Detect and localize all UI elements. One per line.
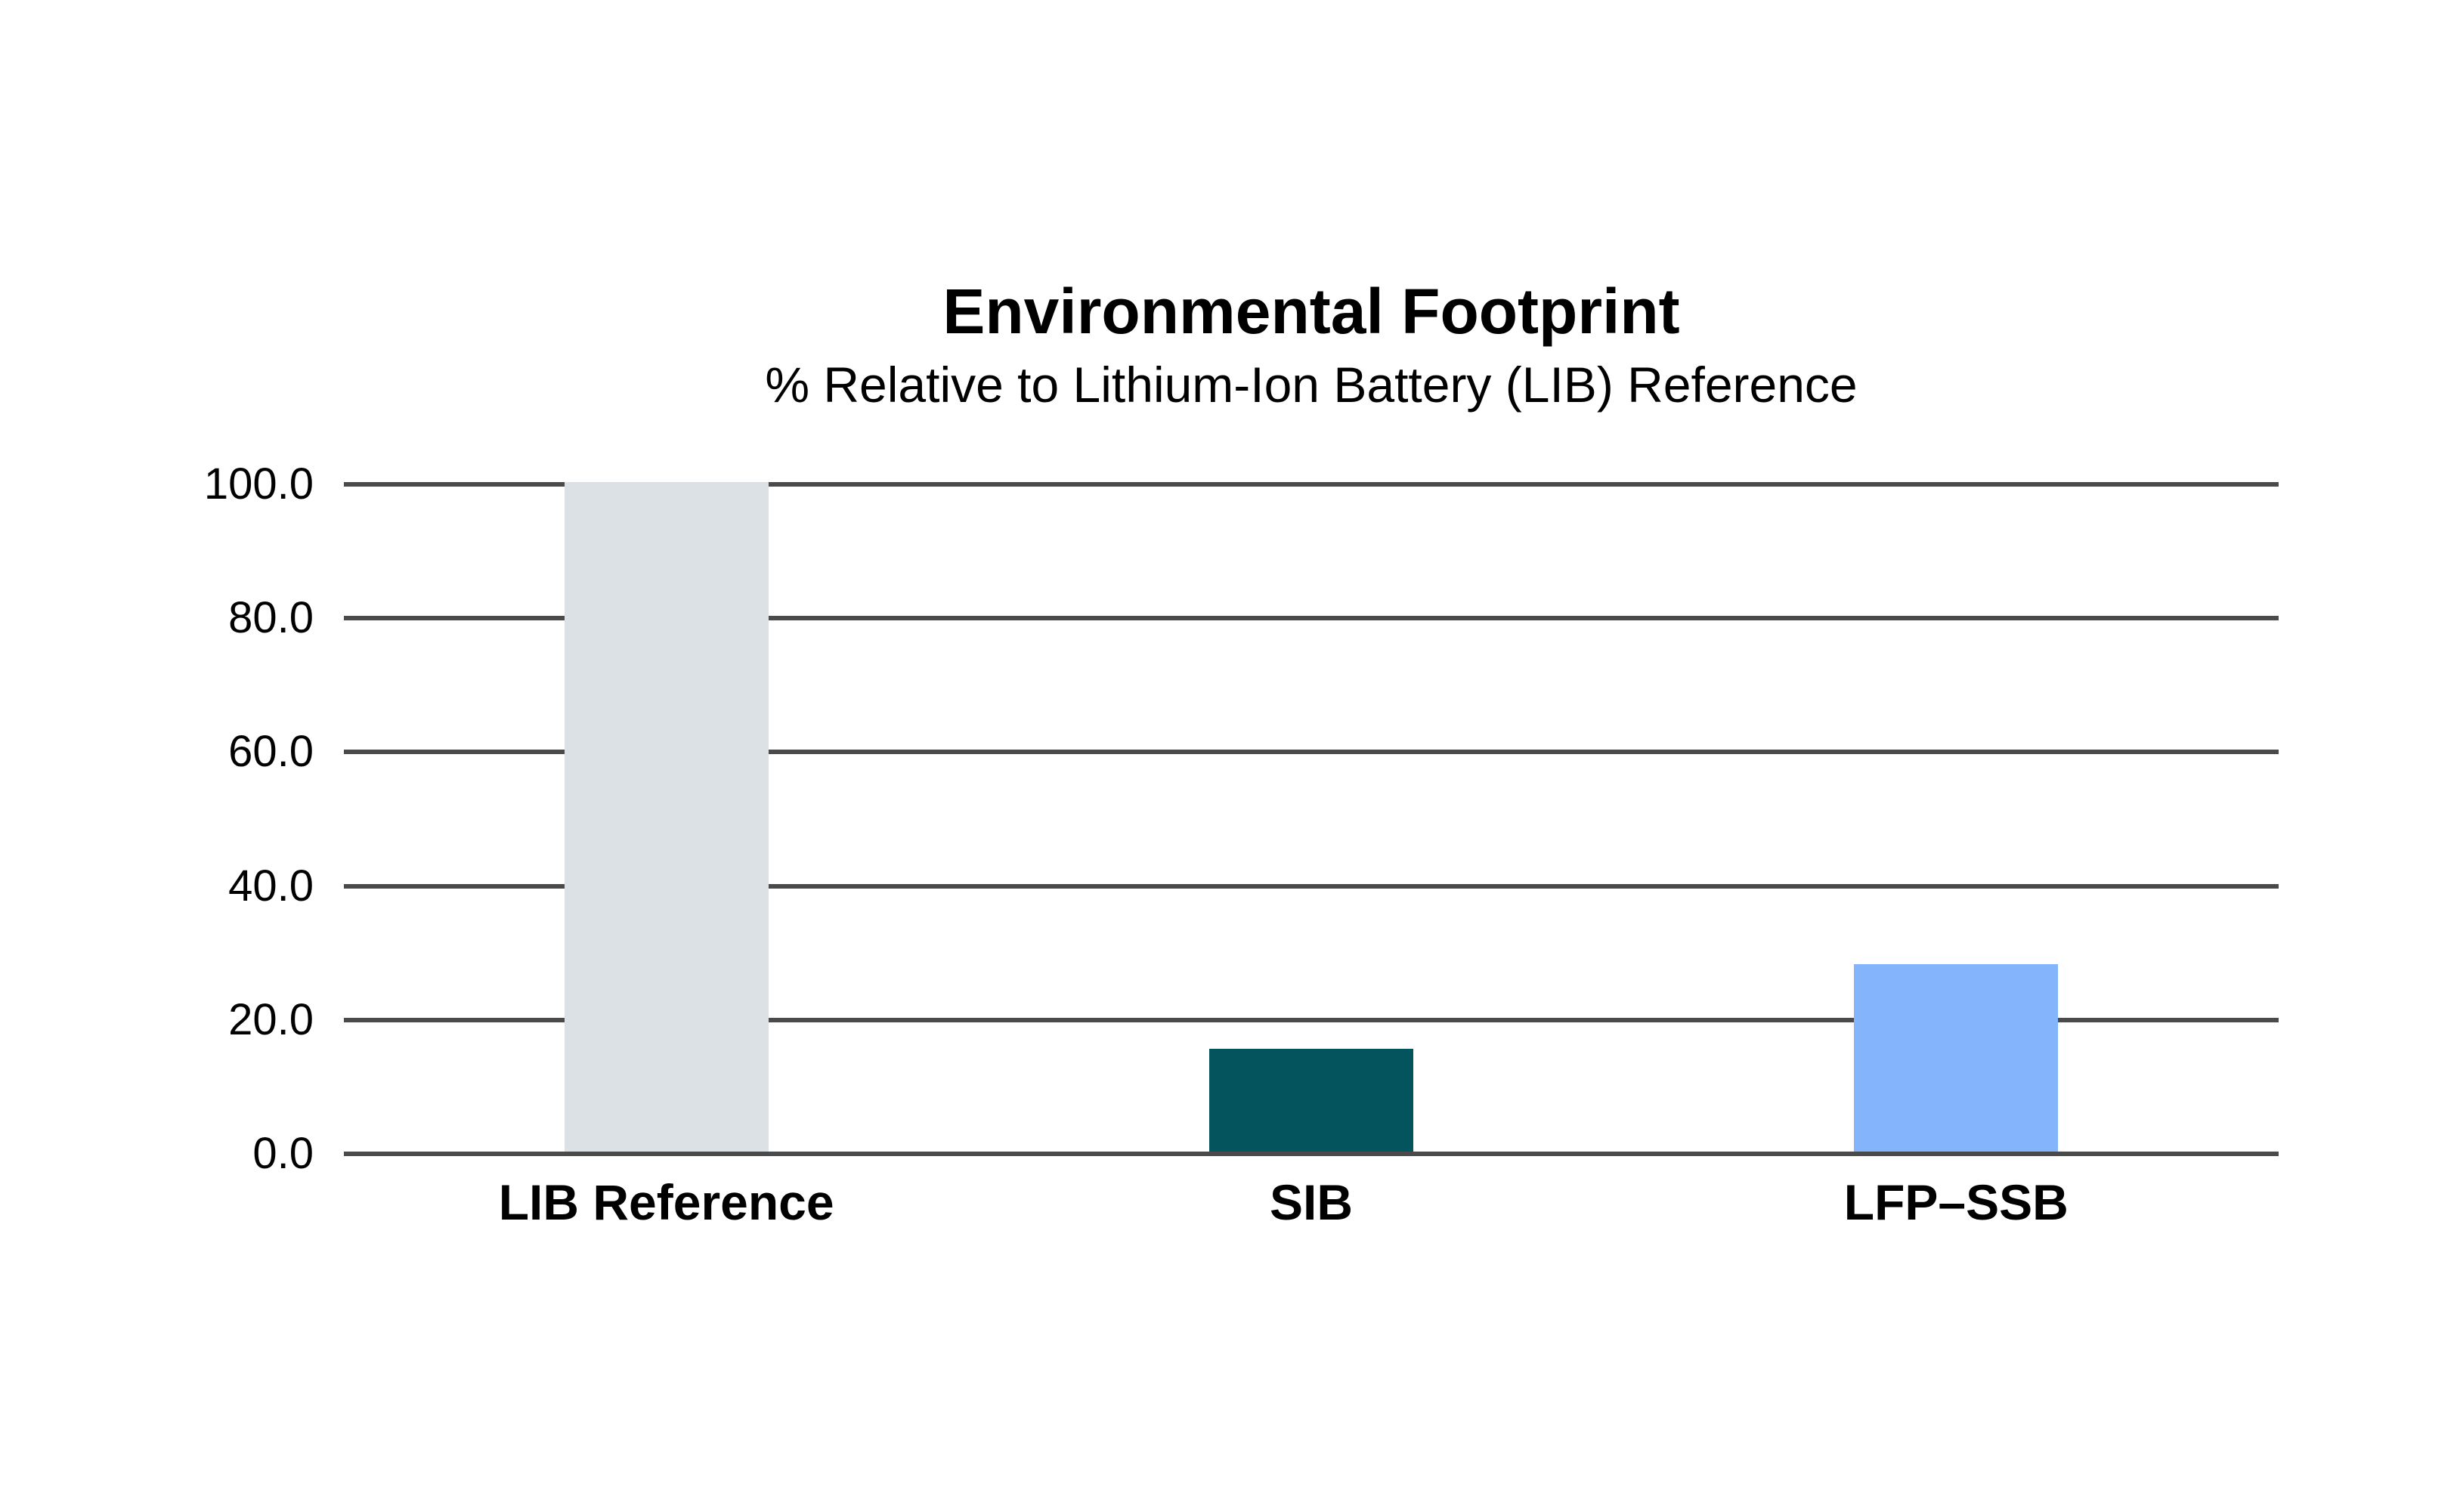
- plot-area: [344, 482, 2279, 1156]
- y-tick-label-40: 40.0: [228, 861, 314, 911]
- bar-lib-reference: [564, 482, 769, 1152]
- gridline-20: [344, 1017, 2279, 1022]
- chart-subtitle: % Relative to Lithium-Ion Battery (LIB) …: [765, 357, 1858, 413]
- y-tick-label-60: 60.0: [228, 727, 314, 777]
- gridline-40: [344, 883, 2279, 889]
- gridline-100: [344, 482, 2279, 487]
- y-tick-label-0: 0.0: [252, 1129, 314, 1178]
- x-tick-label-sib: SIB: [1269, 1174, 1354, 1230]
- y-tick-label-20: 20.0: [228, 994, 314, 1044]
- x-tick-label-lfp-ssb: LFP–SSB: [1843, 1174, 2069, 1230]
- gridline-80: [344, 616, 2279, 621]
- x-tick-label-lib-reference: LIB Reference: [498, 1174, 834, 1230]
- y-tick-label-100: 100.0: [203, 459, 314, 509]
- chart-title: Environmental Footprint: [942, 276, 1680, 347]
- y-tick-label-80: 80.0: [228, 593, 314, 643]
- bar-lfp-ssb: [1854, 963, 2059, 1152]
- gridline-60: [344, 750, 2279, 755]
- bar-sib: [1209, 1048, 1413, 1152]
- gridline-0: [344, 1152, 2279, 1156]
